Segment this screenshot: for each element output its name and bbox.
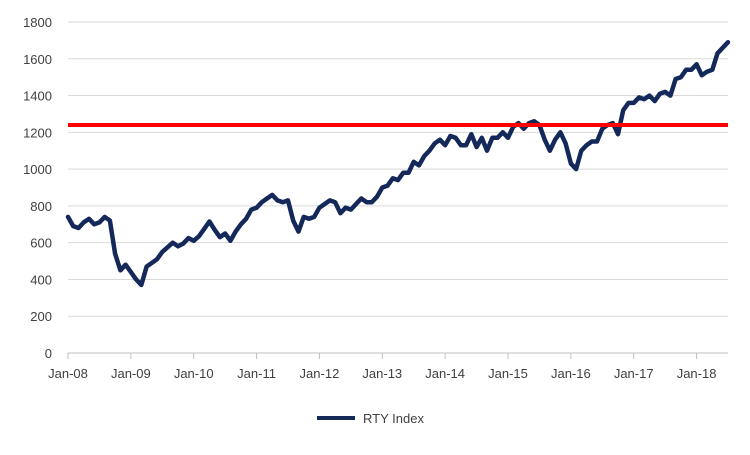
y-tick-label: 800: [30, 199, 52, 214]
x-tick-label: Jan-16: [551, 366, 591, 381]
x-tick-label: Jan-12: [300, 366, 340, 381]
x-tick-label: Jan-09: [111, 366, 151, 381]
y-tick-label: 1200: [23, 125, 52, 140]
legend-label-rty-index: RTY Index: [363, 411, 424, 426]
y-tick-label: 400: [30, 272, 52, 287]
y-tick-label: 0: [45, 346, 52, 361]
x-tick-label: Jan-10: [174, 366, 214, 381]
legend: RTY Index: [317, 411, 424, 426]
y-tick-label: 1600: [23, 52, 52, 67]
x-tick-label: Jan-13: [362, 366, 402, 381]
x-tick-label: Jan-08: [48, 366, 88, 381]
y-tick-label: 200: [30, 309, 52, 324]
y-axis: 0 200 400 600 800 1000 1200 1400 1600 1800: [23, 15, 52, 361]
x-tick-label: Jan-11: [237, 366, 276, 381]
x-axis: Jan-08 Jan-09 Jan-10 Jan-11 Jan-12 Jan-13 Jan-…: [48, 352, 728, 381]
x-tick-label: Jan-17: [614, 366, 654, 381]
series-line-rty-index: [65, 39, 731, 288]
x-tick-label: Jan-18: [677, 366, 717, 381]
gridlines: [68, 21, 728, 317]
series-layer: [65, 39, 731, 288]
y-tick-label: 1800: [23, 15, 52, 30]
x-tick-label: Jan-15: [488, 366, 528, 381]
y-tick-label: 600: [30, 236, 52, 251]
y-tick-label: 1400: [23, 89, 52, 104]
x-tick-label: Jan-14: [425, 366, 465, 381]
y-tick-label: 1000: [23, 162, 52, 177]
